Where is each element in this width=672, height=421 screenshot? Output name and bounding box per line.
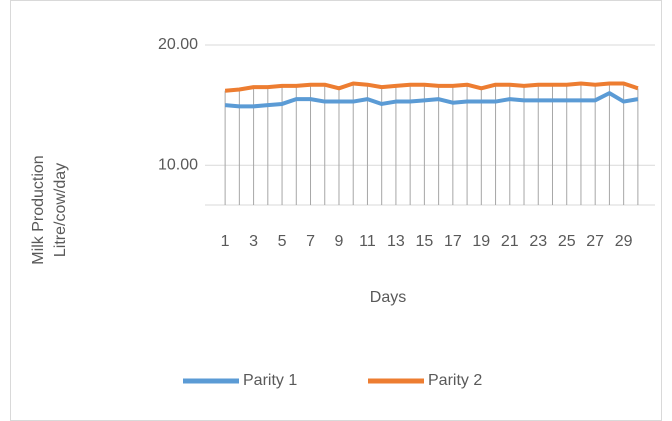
x-tick-label: 17	[444, 233, 462, 250]
x-tick-label: 23	[529, 233, 547, 250]
chart-frame	[10, 0, 662, 421]
y-tick-label: 10.00	[158, 157, 198, 174]
x-tick-label: 1	[221, 233, 230, 250]
x-tick-label: 15	[415, 233, 433, 250]
legend-label: Parity 2	[428, 372, 482, 389]
y-axis-label: Milk Production Litre/cow/day	[30, 155, 69, 264]
x-tick-label: 13	[387, 233, 405, 250]
x-tick-label: 29	[615, 233, 633, 250]
x-tick-label: 25	[558, 233, 576, 250]
x-axis-label: Days	[370, 289, 406, 306]
x-tick-label: 27	[586, 233, 604, 250]
x-tick-label: 21	[501, 233, 519, 250]
y-tick-label: 20.00	[158, 36, 198, 53]
x-tick-label: 19	[472, 233, 490, 250]
x-tick-label: 9	[335, 233, 344, 250]
series-line	[224, 91, 639, 109]
y-axis-label-line: Milk Production	[30, 155, 47, 264]
legend-label: Parity 1	[243, 372, 297, 389]
series-line	[224, 81, 639, 93]
x-tick-label: 7	[306, 233, 315, 250]
y-axis-label-line: Litre/cow/day	[52, 163, 69, 257]
x-tick-label: 11	[359, 233, 376, 250]
x-tick-label: 5	[278, 233, 287, 250]
x-tick-label: 3	[249, 233, 258, 250]
